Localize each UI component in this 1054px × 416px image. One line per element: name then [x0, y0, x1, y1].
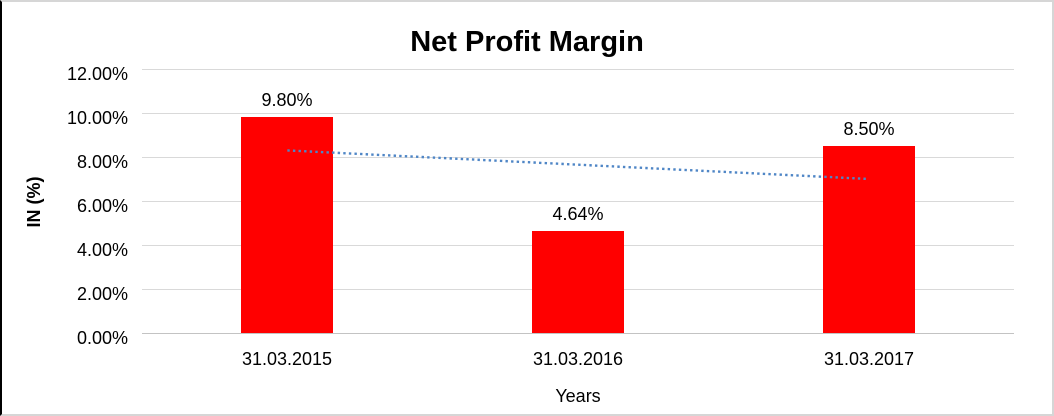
x-axis-title: Years	[555, 386, 601, 406]
x-tick-label: 31.03.2017	[823, 349, 915, 369]
bar-31.03.2015	[241, 117, 333, 333]
gridline	[142, 69, 1014, 70]
trendline-path	[287, 149, 869, 181]
y-tick-label: 4.00%	[76, 240, 128, 260]
bar-value-label: 9.80%	[261, 90, 313, 110]
x-tick-label: 31.03.2016	[532, 349, 624, 369]
y-tick-label: 10.00%	[66, 108, 128, 128]
gridline	[142, 201, 1014, 202]
chart-title: Net Profit Margin	[410, 26, 644, 58]
y-tick-label: 0.00%	[76, 328, 128, 348]
y-tick-label: 8.00%	[76, 152, 128, 172]
x-axis-line	[142, 333, 1014, 334]
bar-value-label: 8.50%	[843, 119, 895, 139]
gridline	[142, 113, 1014, 114]
trendline	[287, 149, 869, 181]
x-tick-label: 31.03.2015	[241, 349, 333, 369]
y-tick-label: 12.00%	[66, 64, 128, 84]
bar-31.03.2017	[823, 146, 915, 333]
y-tick-label: 6.00%	[76, 196, 128, 216]
bar-31.03.2016	[532, 231, 624, 333]
y-tick-label: 2.00%	[76, 284, 128, 304]
gridline	[142, 157, 1014, 158]
bar-value-label: 4.64%	[552, 204, 604, 224]
plot-area: 9.80% 4.64% 8.50%	[142, 69, 1014, 334]
